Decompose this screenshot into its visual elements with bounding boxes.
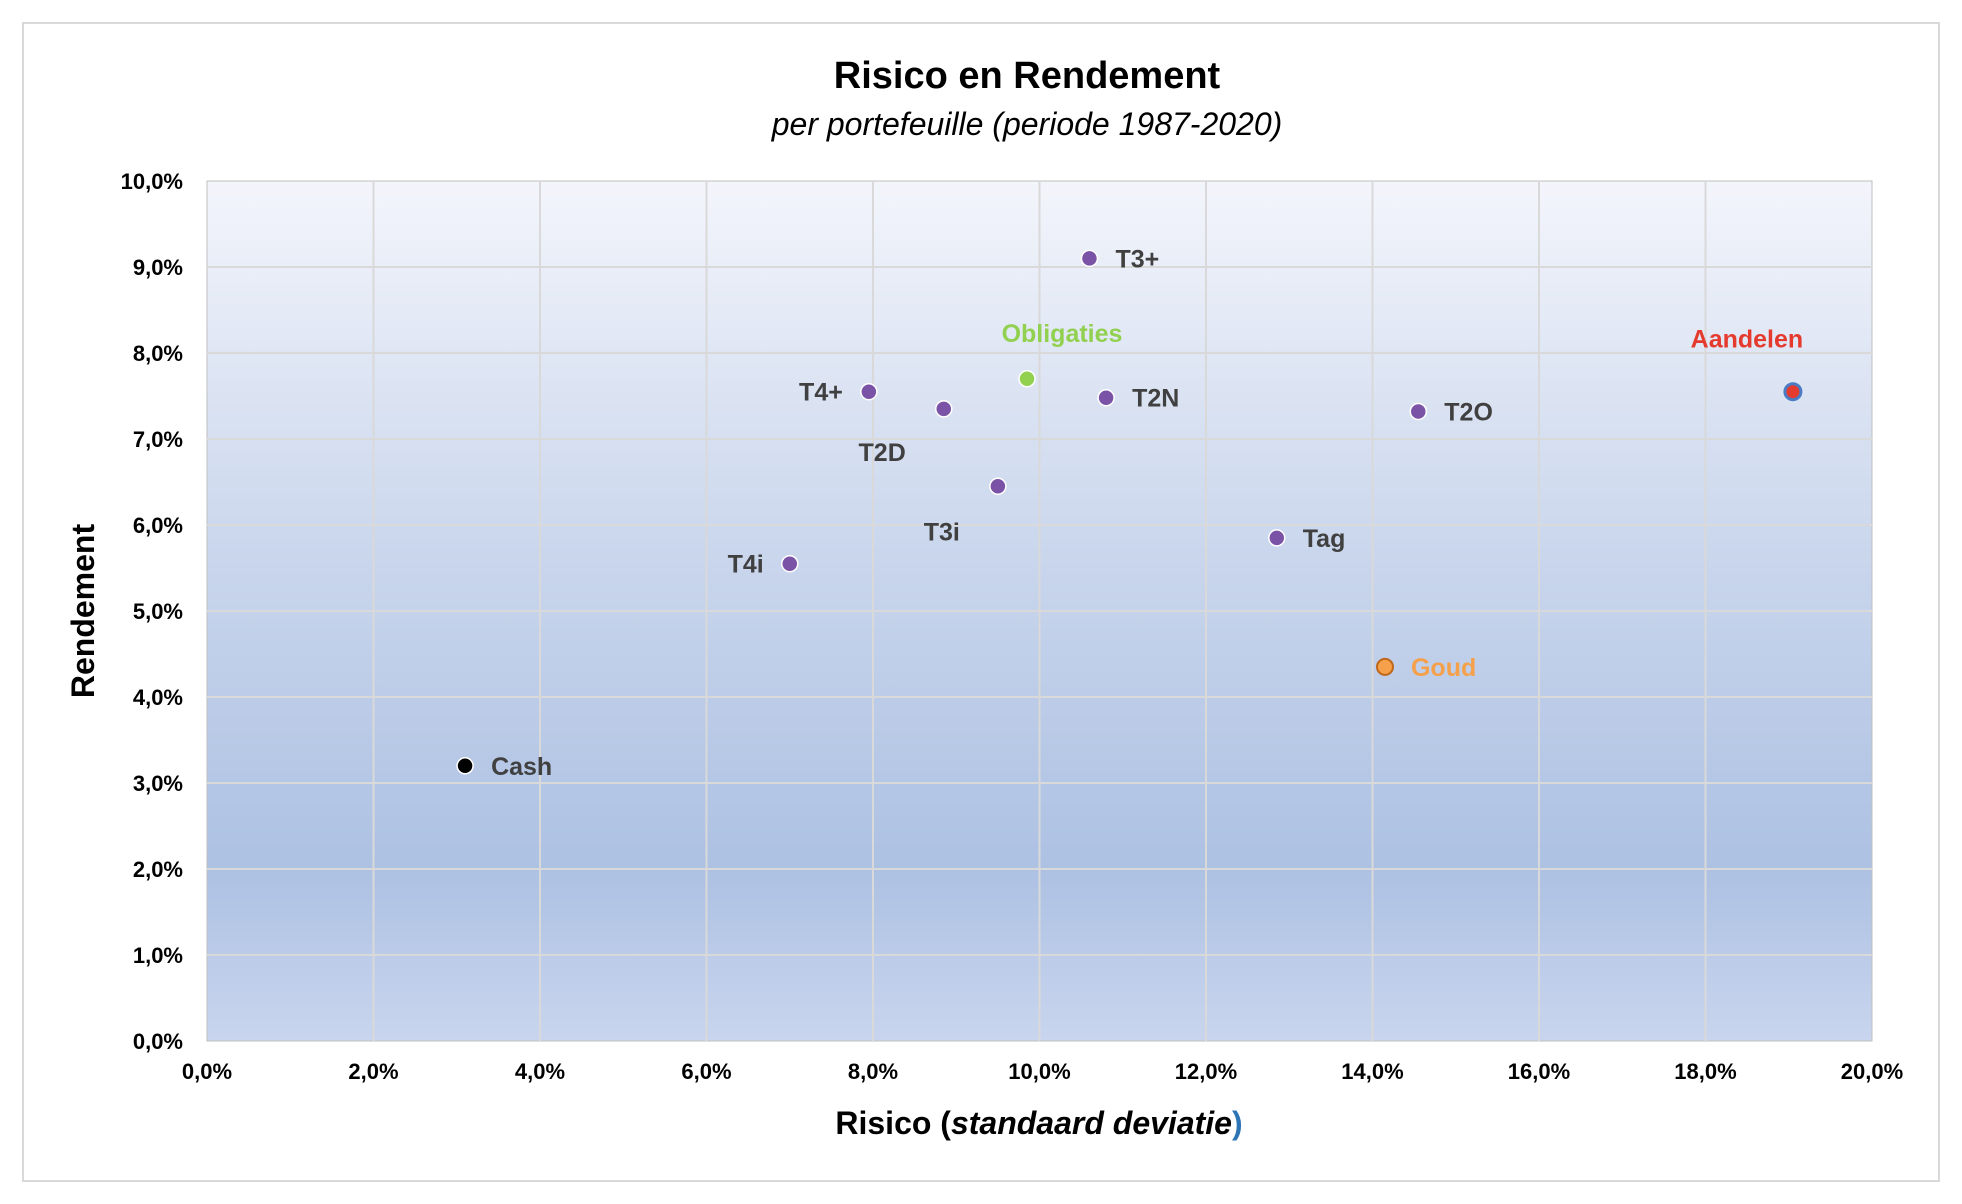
grid-lines	[207, 181, 1872, 1041]
y-tick-label: 7,0%	[133, 427, 183, 452]
y-tick-label: 2,0%	[133, 857, 183, 882]
x-tick-label: 8,0%	[848, 1059, 898, 1084]
data-point-tag	[1268, 529, 1286, 547]
y-tick-label: 9,0%	[133, 255, 183, 280]
data-label-aandelen: Aandelen	[1691, 326, 1804, 354]
x-tick-label: 0,0%	[182, 1059, 232, 1084]
x-tick-label: 18,0%	[1674, 1059, 1736, 1084]
data-labels: Cash T4i T4+ T2D T3i Obligaties T3+ T2N Tag Goud T…	[491, 245, 1803, 780]
data-point-goud	[1375, 657, 1394, 676]
data-point-t2d	[935, 400, 953, 418]
y-tick-label: 6,0%	[133, 513, 183, 538]
data-label-t4: T4+	[799, 379, 843, 407]
x-tick-label: 14,0%	[1341, 1059, 1403, 1084]
x-tick-label: 20,0%	[1841, 1059, 1903, 1084]
x-axis-title: Risico (standaard deviatie)	[835, 1105, 1242, 1141]
chart-subtitle: per portefeuille (periode 1987-2020)	[771, 106, 1283, 142]
x-tick-label: 10,0%	[1008, 1059, 1070, 1084]
data-point-t2n	[1097, 388, 1115, 407]
data-point-t4i	[781, 554, 799, 573]
data-point-t4	[860, 382, 878, 401]
x-axis-title-prefix: Risico	[835, 1105, 940, 1141]
data-point-cash	[456, 757, 474, 775]
data-point-t2o	[1409, 402, 1428, 421]
data-label-t2d: T2D	[859, 439, 906, 467]
x-axis-title-close-paren: )	[1232, 1105, 1243, 1141]
data-point-t3	[1080, 249, 1099, 268]
y-tick-label: 4,0%	[133, 685, 183, 710]
y-tick-label: 8,0%	[133, 341, 183, 366]
x-tick-label: 4,0%	[515, 1059, 565, 1084]
data-point-obligaties	[1018, 370, 1036, 388]
data-point-aandelen	[1783, 382, 1803, 402]
y-axis-ticks: 0,0% 1,0% 2,0% 3,0% 4,0% 5,0% 6,0% 7,0% 8,0% 9,0%…	[121, 169, 183, 1054]
y-tick-label: 0,0%	[133, 1029, 183, 1054]
y-tick-label: 10,0%	[121, 169, 183, 194]
data-label-t3i: T3i	[924, 518, 960, 546]
y-tick-label: 5,0%	[133, 599, 183, 624]
y-tick-label: 1,0%	[133, 943, 183, 968]
data-label-tag: Tag	[1303, 525, 1346, 553]
data-label-t4i: T4i	[728, 551, 764, 579]
data-label-t3: T3+	[1115, 245, 1159, 273]
data-label-goud: Goud	[1411, 654, 1476, 682]
x-tick-label: 6,0%	[681, 1059, 731, 1084]
x-axis-title-open-paren: (	[940, 1105, 951, 1141]
x-tick-label: 2,0%	[348, 1059, 398, 1084]
chart-title: Risico en Rendement	[834, 55, 1221, 97]
data-points	[456, 249, 1803, 775]
x-tick-label: 16,0%	[1508, 1059, 1570, 1084]
y-tick-label: 3,0%	[133, 771, 183, 796]
y-axis-title: Rendement	[65, 524, 101, 699]
x-tick-label: 12,0%	[1175, 1059, 1237, 1084]
data-label-t2o: T2O	[1444, 398, 1493, 426]
x-axis-title-italic: standaard deviatie	[951, 1105, 1232, 1141]
data-point-t3i	[989, 477, 1007, 496]
data-label-obligaties: Obligaties	[1002, 320, 1123, 348]
data-label-cash: Cash	[491, 753, 552, 781]
x-axis-ticks: 0,0% 2,0% 4,0% 6,0% 8,0% 10,0% 12,0% 14,0% 16,0%…	[182, 1059, 1903, 1084]
data-label-t2n: T2N	[1132, 385, 1179, 413]
